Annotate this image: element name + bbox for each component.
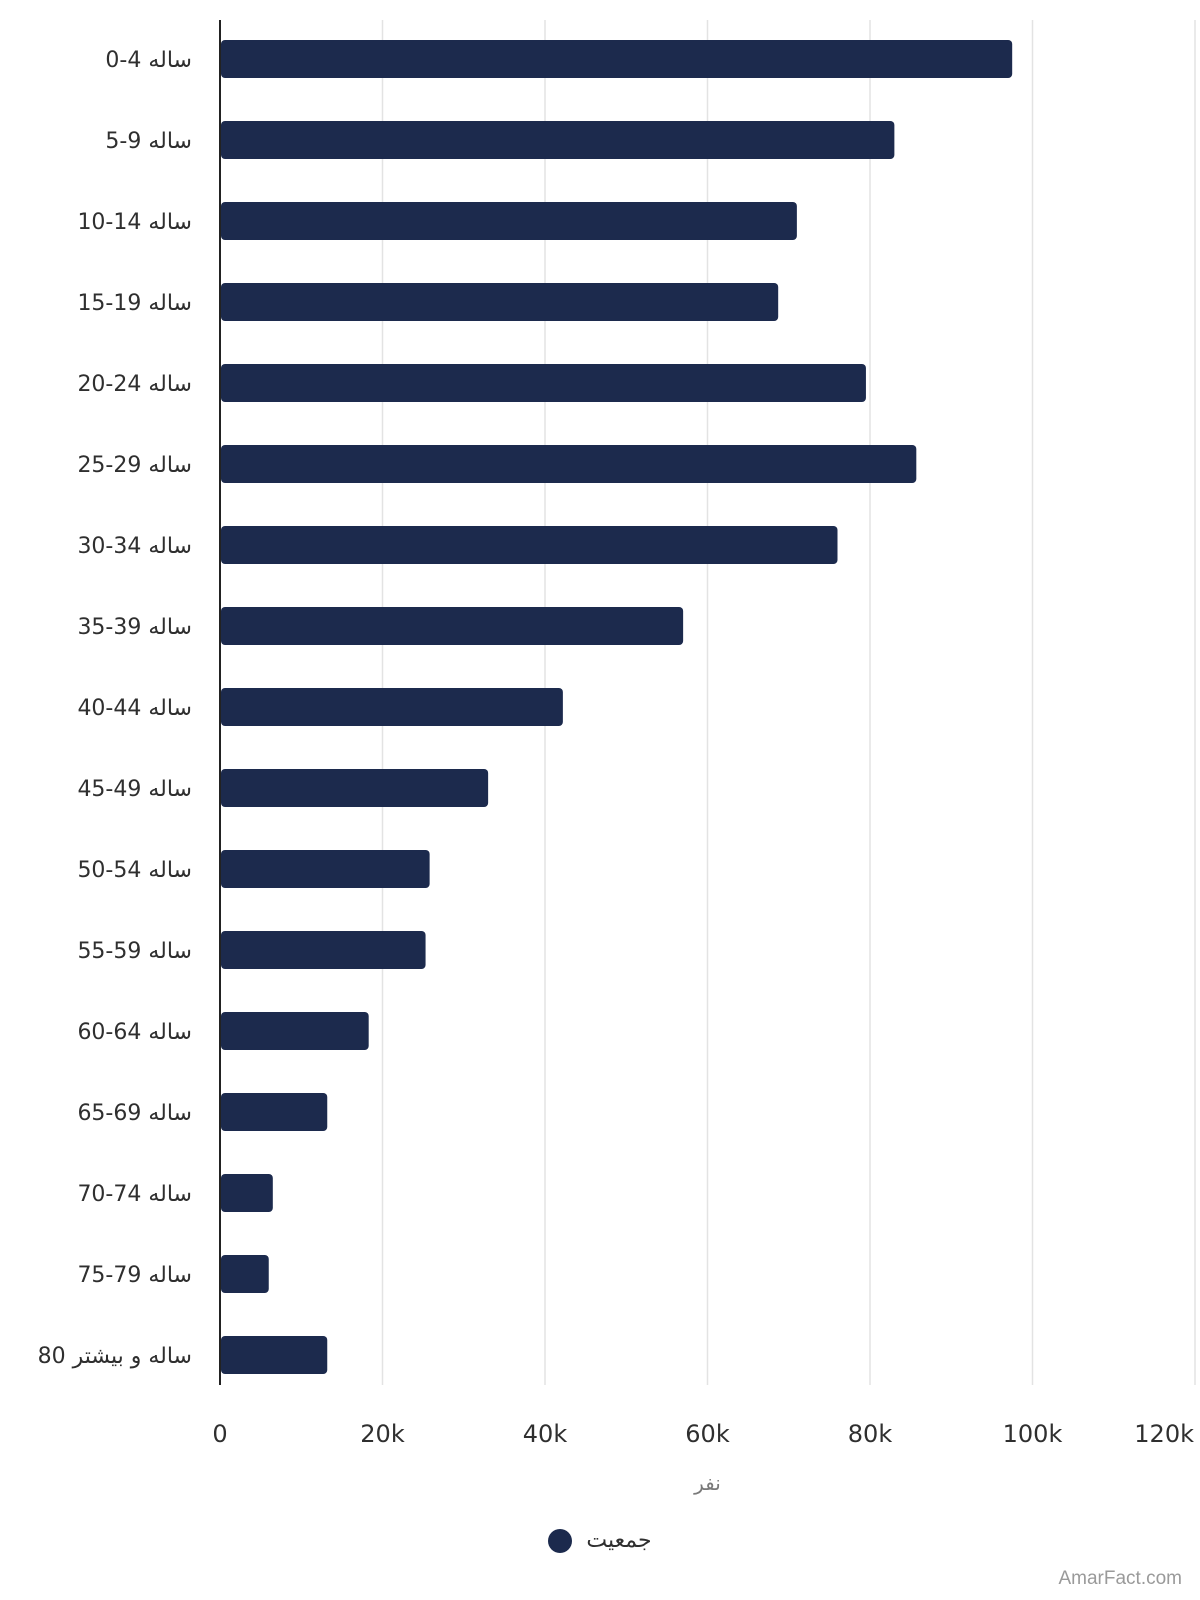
grid-lines bbox=[381, 20, 1196, 1385]
x-tick-label: 0 bbox=[212, 1420, 227, 1448]
category-label: 15-19 ساله bbox=[77, 291, 192, 316]
legend-swatch bbox=[548, 1528, 573, 1553]
category-label: 80 ساله و بیشتر bbox=[38, 1344, 192, 1369]
category-label: 55-59 ساله bbox=[77, 939, 192, 964]
x-axis-title: نفر bbox=[693, 1471, 721, 1495]
bar bbox=[221, 364, 866, 402]
bar bbox=[221, 1336, 328, 1374]
bar bbox=[221, 1012, 369, 1050]
x-tick-label: 120k bbox=[1134, 1420, 1194, 1448]
bar bbox=[221, 1174, 273, 1212]
category-label: 20-24 ساله bbox=[77, 372, 192, 397]
bar bbox=[221, 445, 917, 483]
category-label: 40-44 ساله bbox=[77, 696, 192, 721]
legend: جمعیت bbox=[0, 1528, 1200, 1553]
watermark: AmarFact.com bbox=[1058, 1568, 1182, 1589]
category-labels: 0-4 ساله 5-9 ساله 10-14 ساله 15-19 ساله 20-2… bbox=[38, 48, 192, 1369]
x-tick-label: 40k bbox=[523, 1420, 568, 1448]
bar bbox=[221, 607, 684, 645]
category-label: 25-29 ساله bbox=[77, 453, 192, 478]
category-label: 50-54 ساله bbox=[77, 858, 192, 883]
bar bbox=[221, 526, 838, 564]
bar bbox=[221, 283, 779, 321]
bars-group bbox=[221, 40, 1013, 1374]
category-label: 45-49 ساله bbox=[77, 777, 192, 802]
bar bbox=[221, 769, 489, 807]
category-label: 10-14 ساله bbox=[77, 210, 192, 235]
category-label: 0-4 ساله bbox=[105, 48, 192, 73]
bar bbox=[221, 931, 426, 969]
category-label: 30-34 ساله bbox=[77, 534, 192, 559]
x-tick-labels: 0 20k 40k 60k 80k 100k 120k bbox=[212, 1420, 1194, 1448]
x-tick-label: 80k bbox=[848, 1420, 893, 1448]
legend-label: جمعیت bbox=[586, 1528, 652, 1553]
category-label: 75-79 ساله bbox=[77, 1263, 192, 1288]
bar bbox=[221, 40, 1013, 78]
bar bbox=[221, 1255, 269, 1293]
bar bbox=[221, 202, 797, 240]
x-tick-label: 60k bbox=[685, 1420, 730, 1448]
x-tick-label: 20k bbox=[360, 1420, 405, 1448]
category-label: 35-39 ساله bbox=[77, 615, 192, 640]
category-label: 60-64 ساله bbox=[77, 1020, 192, 1045]
bar bbox=[221, 850, 430, 888]
x-tick-label: 100k bbox=[1003, 1420, 1063, 1448]
category-label: 70-74 ساله bbox=[77, 1182, 192, 1207]
bar bbox=[221, 121, 895, 159]
bar bbox=[221, 688, 563, 726]
bar bbox=[221, 1093, 328, 1131]
category-label: 5-9 ساله bbox=[105, 129, 192, 154]
category-label: 65-69 ساله bbox=[77, 1101, 192, 1126]
